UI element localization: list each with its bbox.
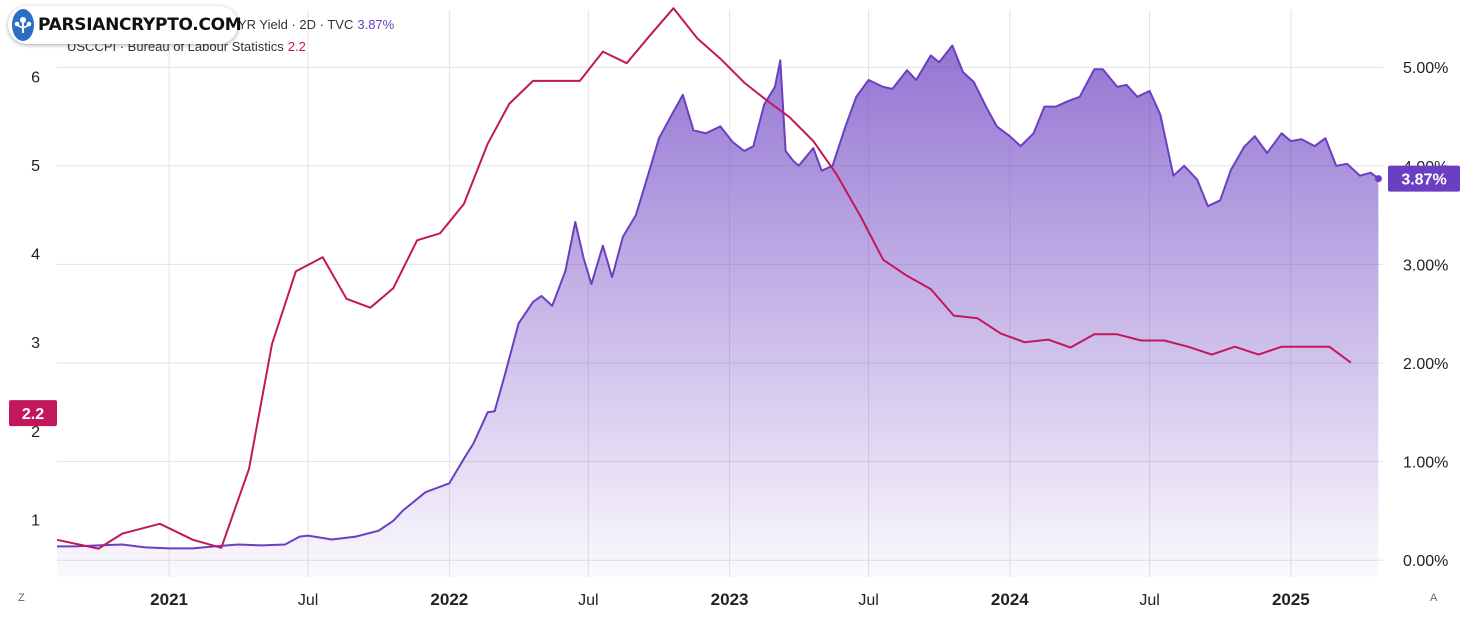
x-tick-label-0: 2021 [150,590,188,609]
watermark-logo: PARSIANCRYPTO.COM [8,6,242,44]
x-tick-label-3: Jul [578,592,598,609]
yield-last-point [1374,175,1382,183]
timezone-button[interactable]: Z [18,592,25,604]
legend-series-1[interactable]: YR Yield · 2D · TVC 3.87% [238,17,394,32]
cpi-value-badge [9,400,57,427]
left-tick-label-4: 5 [31,158,40,175]
value-badges: 3.87% 2.2 [9,165,1460,427]
yield-area-layer [57,45,1379,577]
x-tick-label-5: Jul [858,592,878,609]
x-axis: 2021 Jul 2022 Jul 2023 Jul 2024 Jul 2025 [150,590,1310,609]
x-tick-label-7: Jul [1139,592,1159,609]
left-axis: 1 2 3 4 5 6 [31,69,40,529]
right-tick-label-1: 1.00% [1403,455,1448,472]
x-tick-label-8: 2025 [1272,590,1310,609]
x-tick-label-1: Jul [298,592,318,609]
right-tick-label-0: 0.00% [1403,553,1448,570]
series-lines [56,7,1382,550]
yield-area-fill [57,45,1379,577]
right-tick-label-5: 5.00% [1403,60,1448,77]
cpi-series-line [56,7,1352,550]
logo-text: PARSIANCRYPTO.COM [38,15,242,35]
right-tick-label-2: 2.00% [1403,356,1448,373]
yield-series-line [57,44,1380,550]
left-tick-label-2: 3 [31,335,40,352]
left-tick-label-3: 4 [31,247,40,264]
right-axis: 0.00%1.00%2.00%3.00%4.00%5.00% [1403,60,1448,570]
legend-series-1-value: 3.87% [357,17,395,32]
yield-value-badge [1388,165,1460,192]
auto-scale-button[interactable]: A [1430,592,1438,604]
cpi-value-badge-text: 2.2 [22,406,44,423]
left-tick-label-1: 2 [31,424,40,441]
yield-value-badge-text: 3.87% [1401,172,1446,189]
legend-series-2-value: 2.2 [287,39,306,54]
left-tick-label-5: 6 [31,69,40,86]
left-tick-label-0: 1 [31,512,40,529]
logo-tree-icon [12,9,34,41]
x-tick-label-4: 2023 [711,590,749,609]
x-tick-label-6: 2024 [991,590,1029,609]
x-tick-label-2: 2022 [430,590,468,609]
legend-series-1-label: YR Yield · 2D · TVC [238,17,354,32]
right-tick-label-3: 3.00% [1403,257,1448,274]
